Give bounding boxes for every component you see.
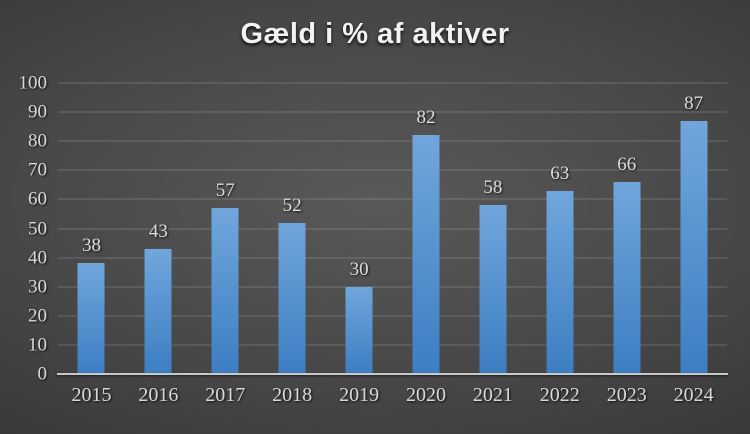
y-tick-label-50: 50	[28, 218, 47, 239]
bar-2022	[546, 190, 574, 374]
bar-slot-2024: 87	[660, 83, 727, 374]
y-tick-label-70: 70	[28, 159, 47, 181]
bar-slot-2018: 52	[259, 83, 326, 374]
bar-2016	[144, 248, 172, 374]
x-tick-label-2021: 2021	[472, 384, 513, 406]
gridline-90	[58, 111, 727, 113]
bar-2019	[345, 286, 373, 374]
y-tick-label-0: 0	[37, 363, 48, 385]
bar-slot-2015: 38	[58, 83, 125, 374]
bar-series: 38 43 57 52 30 82 58 63 66 87	[58, 83, 727, 374]
bar-slot-2022: 63	[526, 83, 593, 374]
bar-slot-2017: 57	[192, 83, 259, 374]
gridline-80	[58, 140, 727, 142]
bar-2017	[211, 208, 239, 374]
bar-2024	[680, 120, 708, 374]
y-tick-label-30: 30	[28, 276, 47, 298]
x-tick-label-2016: 2016	[138, 384, 179, 406]
gridline-20	[58, 315, 727, 317]
bar-value-label-2019: 30	[349, 258, 369, 280]
bar-value-label-2024: 87	[684, 92, 704, 114]
x-tick-label-2022: 2022	[539, 384, 580, 406]
bar-slot-2020: 82	[393, 83, 460, 374]
bar-value-label-2017: 57	[215, 180, 235, 202]
bar-value-label-2018: 52	[282, 194, 302, 216]
y-tick-label-60: 60	[28, 188, 47, 210]
y-axis-tick-labels: 0 10 20 30 40 50 60 70 80 90 100	[0, 74, 48, 384]
x-tick-label-2017: 2017	[205, 384, 246, 406]
bar-value-label-2016: 43	[148, 220, 168, 242]
chart-title: Gæld i % af aktiver	[240, 18, 510, 50]
y-tick-label-80: 80	[28, 130, 47, 152]
bar-2015	[77, 263, 105, 374]
y-tick-label-100: 100	[18, 72, 48, 94]
bar-2020	[412, 135, 440, 374]
y-tick-label-40: 40	[28, 247, 47, 269]
gridline-30	[58, 286, 727, 288]
bar-slot-2023: 66	[593, 83, 660, 374]
x-tick-label-2023: 2023	[606, 384, 647, 406]
plot-area: 38 43 57 52 30 82 58 63 66 87	[57, 82, 728, 375]
gridline-40	[58, 257, 727, 259]
gridline-100	[58, 82, 727, 84]
bar-slot-2021: 58	[459, 83, 526, 374]
x-axis-tick-labels: 2015 2016 2017 2018 2019 2020 2021 2022 2023 2024	[58, 384, 727, 407]
bar-2021	[479, 205, 507, 374]
bar-slot-2019: 30	[326, 83, 393, 374]
bar-value-label-2021: 58	[483, 177, 503, 199]
y-tick-label-20: 20	[28, 305, 47, 327]
gridline-70	[58, 169, 727, 171]
bar-2018	[278, 222, 306, 374]
x-tick-label-2015: 2015	[71, 384, 112, 406]
x-axis-line	[57, 373, 728, 375]
bar-value-label-2023: 66	[617, 153, 637, 175]
y-tick-label-10: 10	[28, 334, 47, 356]
gridline-50	[58, 228, 727, 229]
x-tick-label-2018: 2018	[272, 384, 313, 406]
x-tick-label-2024: 2024	[673, 384, 714, 406]
bar-value-label-2022: 63	[550, 162, 570, 184]
gridline-60	[58, 198, 727, 200]
bar-slot-2016: 43	[125, 83, 192, 374]
x-tick-label-2020: 2020	[405, 384, 446, 406]
y-tick-label-90: 90	[28, 101, 47, 123]
bar-value-label-2015: 38	[81, 235, 101, 257]
bar-2023	[613, 181, 641, 374]
x-tick-label-2019: 2019	[339, 384, 380, 406]
gridline-10	[58, 344, 727, 346]
bar-value-label-2020: 82	[416, 107, 436, 129]
